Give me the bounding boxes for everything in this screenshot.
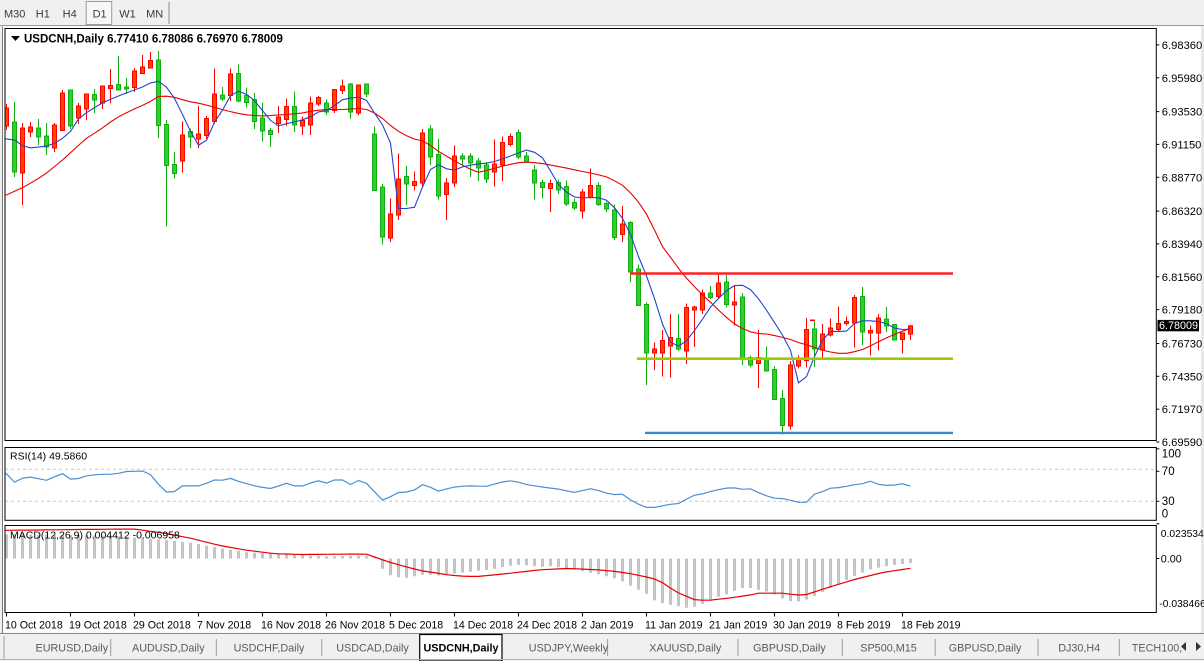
- svg-text:USDCAD,Daily: USDCAD,Daily: [336, 643, 409, 655]
- svg-text:6.78009: 6.78009: [1159, 320, 1198, 332]
- svg-text:-0.038466: -0.038466: [1159, 599, 1204, 610]
- svg-text:M30: M30: [4, 9, 25, 21]
- svg-text:24 Dec 2018: 24 Dec 2018: [517, 620, 577, 632]
- svg-text:18 Feb 2019: 18 Feb 2019: [901, 620, 961, 632]
- svg-text:USDCNH,Daily 6.77410 6.78086: USDCNH,Daily 6.77410 6.78086 6.76970 6.7…: [24, 34, 283, 46]
- svg-text:100: 100: [1162, 448, 1181, 460]
- svg-text:16 Nov 2018: 16 Nov 2018: [261, 620, 321, 632]
- svg-text:70: 70: [1162, 466, 1175, 478]
- svg-text:TECH100,: TECH100,: [1132, 643, 1182, 655]
- svg-text:6.91150: 6.91150: [1162, 139, 1202, 151]
- svg-text:USDCNH,Daily: USDCNH,Daily: [424, 643, 499, 655]
- svg-text:30: 30: [1162, 496, 1175, 508]
- svg-text:19 Oct 2018: 19 Oct 2018: [69, 620, 127, 632]
- svg-text:21 Jan 2019: 21 Jan 2019: [709, 620, 767, 632]
- svg-text:6.81560: 6.81560: [1162, 272, 1202, 284]
- svg-text:6.88770: 6.88770: [1162, 172, 1202, 184]
- svg-text:6.86320: 6.86320: [1162, 206, 1202, 218]
- svg-text:AUDUSD,Daily: AUDUSD,Daily: [132, 643, 205, 655]
- svg-text:GBPUSD,Daily: GBPUSD,Daily: [949, 643, 1022, 655]
- svg-text:0.023534: 0.023534: [1161, 529, 1204, 540]
- svg-text:6.98360: 6.98360: [1162, 40, 1202, 52]
- svg-text:6.79180: 6.79180: [1162, 305, 1202, 317]
- svg-text:MACD(12,26,9) 0.004412 -0.0069: MACD(12,26,9) 0.004412 -0.006958: [10, 530, 180, 542]
- svg-text:6.83940: 6.83940: [1162, 239, 1202, 251]
- svg-text:D1: D1: [93, 9, 107, 21]
- svg-text:USDCHF,Daily: USDCHF,Daily: [234, 643, 305, 655]
- svg-text:DJ30,H4: DJ30,H4: [1058, 643, 1100, 655]
- svg-text:0: 0: [1162, 509, 1168, 521]
- svg-text:8 Feb 2019: 8 Feb 2019: [837, 620, 891, 632]
- svg-text:6.69590: 6.69590: [1162, 437, 1202, 449]
- svg-text:6.71970: 6.71970: [1162, 404, 1202, 416]
- svg-text:26 Nov 2018: 26 Nov 2018: [325, 620, 385, 632]
- svg-text:XAUUSD,Daily: XAUUSD,Daily: [649, 643, 722, 655]
- svg-text:11 Jan 2019: 11 Jan 2019: [645, 620, 703, 632]
- svg-text:14 Dec 2018: 14 Dec 2018: [453, 620, 513, 632]
- svg-text:H4: H4: [63, 9, 77, 21]
- svg-text:USDJPY,Weekly: USDJPY,Weekly: [529, 643, 609, 655]
- svg-text:7 Nov 2018: 7 Nov 2018: [197, 620, 251, 632]
- svg-text:30 Jan 2019: 30 Jan 2019: [773, 620, 831, 632]
- svg-text:0.00: 0.00: [1161, 553, 1182, 565]
- svg-text:10 Oct 2018: 10 Oct 2018: [5, 620, 63, 632]
- svg-text:6.74350: 6.74350: [1162, 371, 1202, 383]
- svg-text:6.95980: 6.95980: [1162, 73, 1202, 85]
- svg-text:2 Jan 2019: 2 Jan 2019: [581, 620, 634, 632]
- svg-text:H1: H1: [36, 9, 50, 21]
- svg-text:MN: MN: [146, 9, 163, 21]
- svg-text:6.93530: 6.93530: [1162, 107, 1202, 119]
- svg-text:29 Oct 2018: 29 Oct 2018: [133, 620, 191, 632]
- svg-text:RSI(14) 49.5860: RSI(14) 49.5860: [10, 451, 87, 463]
- svg-text:6.76730: 6.76730: [1162, 339, 1202, 351]
- svg-text:W1: W1: [119, 9, 136, 21]
- svg-text:EURUSD,Daily: EURUSD,Daily: [36, 643, 109, 655]
- svg-text:5 Dec 2018: 5 Dec 2018: [389, 620, 443, 632]
- svg-text:GBPUSD,Daily: GBPUSD,Daily: [753, 643, 826, 655]
- svg-text:SP500,M15: SP500,M15: [860, 643, 916, 655]
